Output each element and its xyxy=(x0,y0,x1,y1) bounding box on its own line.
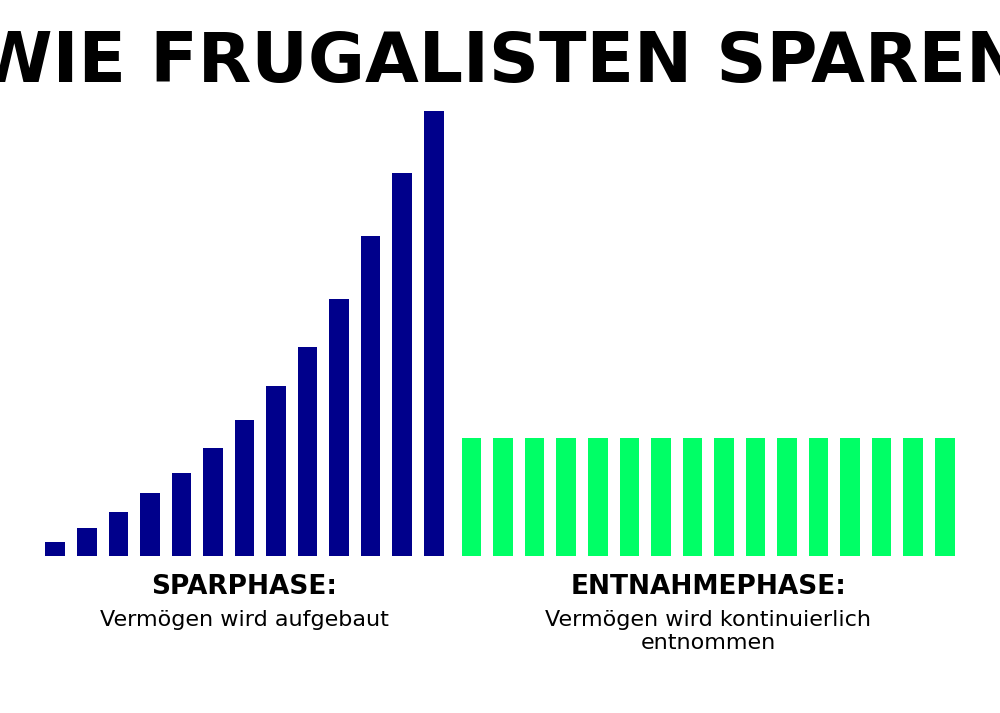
Bar xyxy=(329,299,349,556)
Text: Vermögen wird aufgebaut: Vermögen wird aufgebaut xyxy=(100,610,389,630)
Text: Vermögen wird kontinuierlich
entnommen: Vermögen wird kontinuierlich entnommen xyxy=(545,610,871,653)
Text: ENTNAHMEPHASE:: ENTNAHMEPHASE: xyxy=(570,574,846,600)
Bar xyxy=(746,438,765,556)
Bar xyxy=(777,438,797,556)
Bar xyxy=(462,438,481,556)
Bar xyxy=(620,438,639,556)
Bar xyxy=(45,542,65,556)
Bar xyxy=(809,438,828,556)
Bar xyxy=(172,473,191,556)
Bar xyxy=(203,448,223,556)
Bar xyxy=(935,438,955,556)
Bar xyxy=(235,420,254,556)
Bar xyxy=(361,236,380,556)
Text: WIE FRUGALISTEN SPAREN: WIE FRUGALISTEN SPAREN xyxy=(0,29,1000,96)
Bar xyxy=(651,438,671,556)
Bar xyxy=(556,438,576,556)
Bar xyxy=(298,347,317,556)
Bar xyxy=(903,438,923,556)
Bar xyxy=(714,438,734,556)
Bar xyxy=(840,438,860,556)
Bar xyxy=(140,493,160,556)
Bar xyxy=(77,528,97,556)
Bar xyxy=(266,386,286,556)
Bar xyxy=(872,438,891,556)
Bar xyxy=(109,512,128,556)
Text: SPARPHASE:: SPARPHASE: xyxy=(151,574,337,600)
Bar xyxy=(493,438,513,556)
Bar xyxy=(392,173,412,556)
Bar xyxy=(424,111,444,556)
Bar xyxy=(683,438,702,556)
Bar xyxy=(525,438,544,556)
Bar xyxy=(588,438,608,556)
